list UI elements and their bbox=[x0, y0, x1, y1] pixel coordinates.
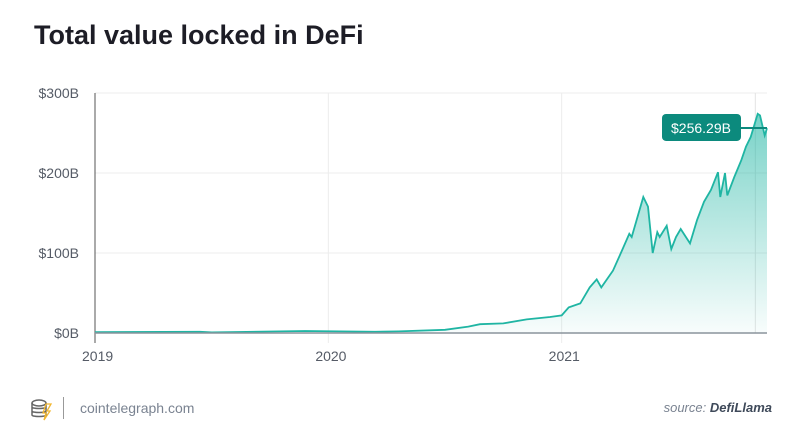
chart-title: Total value locked in DeFi bbox=[34, 20, 364, 50]
cointelegraph-logo-icon bbox=[31, 399, 53, 421]
y-tick-label: $0B bbox=[54, 325, 79, 341]
source-prefix: source: bbox=[663, 400, 707, 415]
y-tick-label: $100B bbox=[39, 245, 79, 261]
chart: $0B $100B $200B $300B 2019 2020 2021 $256.29B bbox=[39, 85, 768, 364]
y-tick-label: $300B bbox=[39, 85, 79, 101]
footer-divider bbox=[63, 397, 64, 419]
y-tick-label: $200B bbox=[39, 165, 79, 181]
current-value-badge bbox=[662, 113, 741, 141]
current-value-label: $256.29B bbox=[671, 120, 731, 136]
x-tick-label: 2020 bbox=[315, 348, 346, 364]
footer-site: cointelegraph.com bbox=[80, 400, 195, 416]
x-tick-label: 2019 bbox=[82, 348, 113, 364]
tvl-line bbox=[94, 112, 768, 334]
x-tick-label: 2021 bbox=[549, 348, 580, 364]
footer-source: source: DefiLlama bbox=[664, 400, 772, 415]
source-name: DefiLlama bbox=[709, 400, 772, 415]
tvl-area bbox=[95, 113, 767, 333]
